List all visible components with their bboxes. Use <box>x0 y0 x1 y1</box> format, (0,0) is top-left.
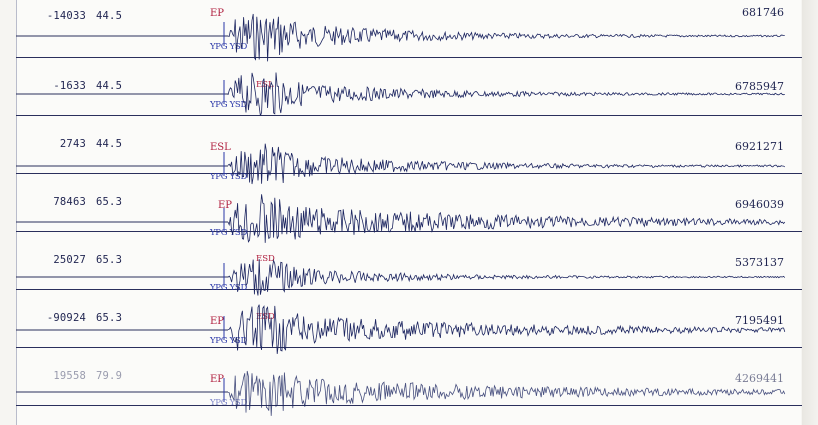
trace-offset: 2743 <box>59 138 86 150</box>
trace-gain: 79.9 <box>96 370 123 382</box>
seismic-waveform[interactable] <box>16 232 802 296</box>
trace-row[interactable]: -90924 65.3 7195491 EP ESD YPG YSD <box>16 290 802 354</box>
trace-amplitude: 7195491 <box>735 314 784 327</box>
phase-pick-s[interactable]: ESD <box>256 254 275 264</box>
phase-pick-e[interactable]: EP <box>218 200 233 211</box>
waveform-line <box>227 194 786 243</box>
station-label: YPG YSD <box>210 100 247 110</box>
trace-separator <box>16 405 802 406</box>
trace-amplitude: 5373137 <box>735 256 784 269</box>
trace-gain: 44.5 <box>96 138 123 150</box>
waveform-line <box>227 370 786 416</box>
phase-pick-s[interactable]: ESL <box>256 80 274 90</box>
trace-separator <box>16 115 802 116</box>
phase-pick-e[interactable]: EP <box>210 316 225 327</box>
trace-offset: -14033 <box>46 10 86 22</box>
trace-amplitude: 6785947 <box>735 80 784 93</box>
trace-amplitude: 681746 <box>742 6 784 19</box>
trace-row[interactable]: -1633 44.5 6785947 ESL YPG YSD <box>16 58 802 117</box>
waveform-line <box>227 258 786 296</box>
trace-row[interactable]: -14033 44.5 681746 EP YPG YSD <box>16 0 802 62</box>
station-label: YPG YSD <box>210 283 247 293</box>
station-label: YPG YSD <box>210 336 247 346</box>
phase-pick-e[interactable]: ESL <box>210 142 231 153</box>
waveform-line <box>227 304 786 354</box>
trace-panel <box>16 0 801 425</box>
seismic-waveform[interactable] <box>16 290 802 354</box>
trace-separator <box>16 347 802 348</box>
trace-offset: 25027 <box>53 254 86 266</box>
trace-row[interactable]: 19558 79.9 4269441 EP YPG YSD <box>16 348 802 416</box>
waveform-line <box>227 143 786 185</box>
station-label: YPG YSD <box>210 398 247 408</box>
trace-amplitude: 4269441 <box>735 372 784 385</box>
trace-amplitude: 6946039 <box>735 198 784 211</box>
trace-row[interactable]: 78463 65.3 6946039 EP YPG YSD <box>16 174 802 243</box>
seismic-waveform[interactable] <box>16 116 802 185</box>
trace-offset: 78463 <box>53 196 86 208</box>
trace-separator <box>16 231 802 232</box>
seismic-waveform[interactable] <box>16 174 802 243</box>
trace-offset: -1633 <box>53 80 86 92</box>
station-label: YPG YSD <box>210 172 247 182</box>
trace-gain: 44.5 <box>96 80 123 92</box>
station-label: YPG YSD <box>210 42 247 52</box>
trace-separator <box>16 173 802 174</box>
trace-row[interactable]: 25027 65.3 5373137 ESD YPG YSD <box>16 232 802 296</box>
phase-pick-e[interactable]: EP <box>210 8 225 19</box>
trace-offset: 19558 <box>53 370 86 382</box>
phase-pick-e[interactable]: EP <box>210 374 225 385</box>
trace-gain: 65.3 <box>96 312 123 324</box>
phase-pick-s[interactable]: ESD <box>256 312 275 322</box>
trace-row[interactable]: 2743 44.5 6921271 ESL YPG YSD <box>16 116 802 185</box>
waveform-line <box>227 13 785 62</box>
trace-gain: 65.3 <box>96 254 123 266</box>
seismic-waveform[interactable] <box>16 58 802 117</box>
seismic-waveform[interactable] <box>16 0 802 62</box>
trace-separator <box>16 57 802 58</box>
trace-amplitude: 6921271 <box>735 140 784 153</box>
trace-gain: 44.5 <box>96 10 123 22</box>
screen-edge <box>802 0 818 425</box>
trace-separator <box>16 289 802 290</box>
waveform-line <box>227 72 785 117</box>
station-label: YPG YSD <box>210 228 247 238</box>
trace-offset: -90924 <box>46 312 86 324</box>
seismic-waveform[interactable] <box>16 348 802 416</box>
trace-gain: 65.3 <box>96 196 123 208</box>
